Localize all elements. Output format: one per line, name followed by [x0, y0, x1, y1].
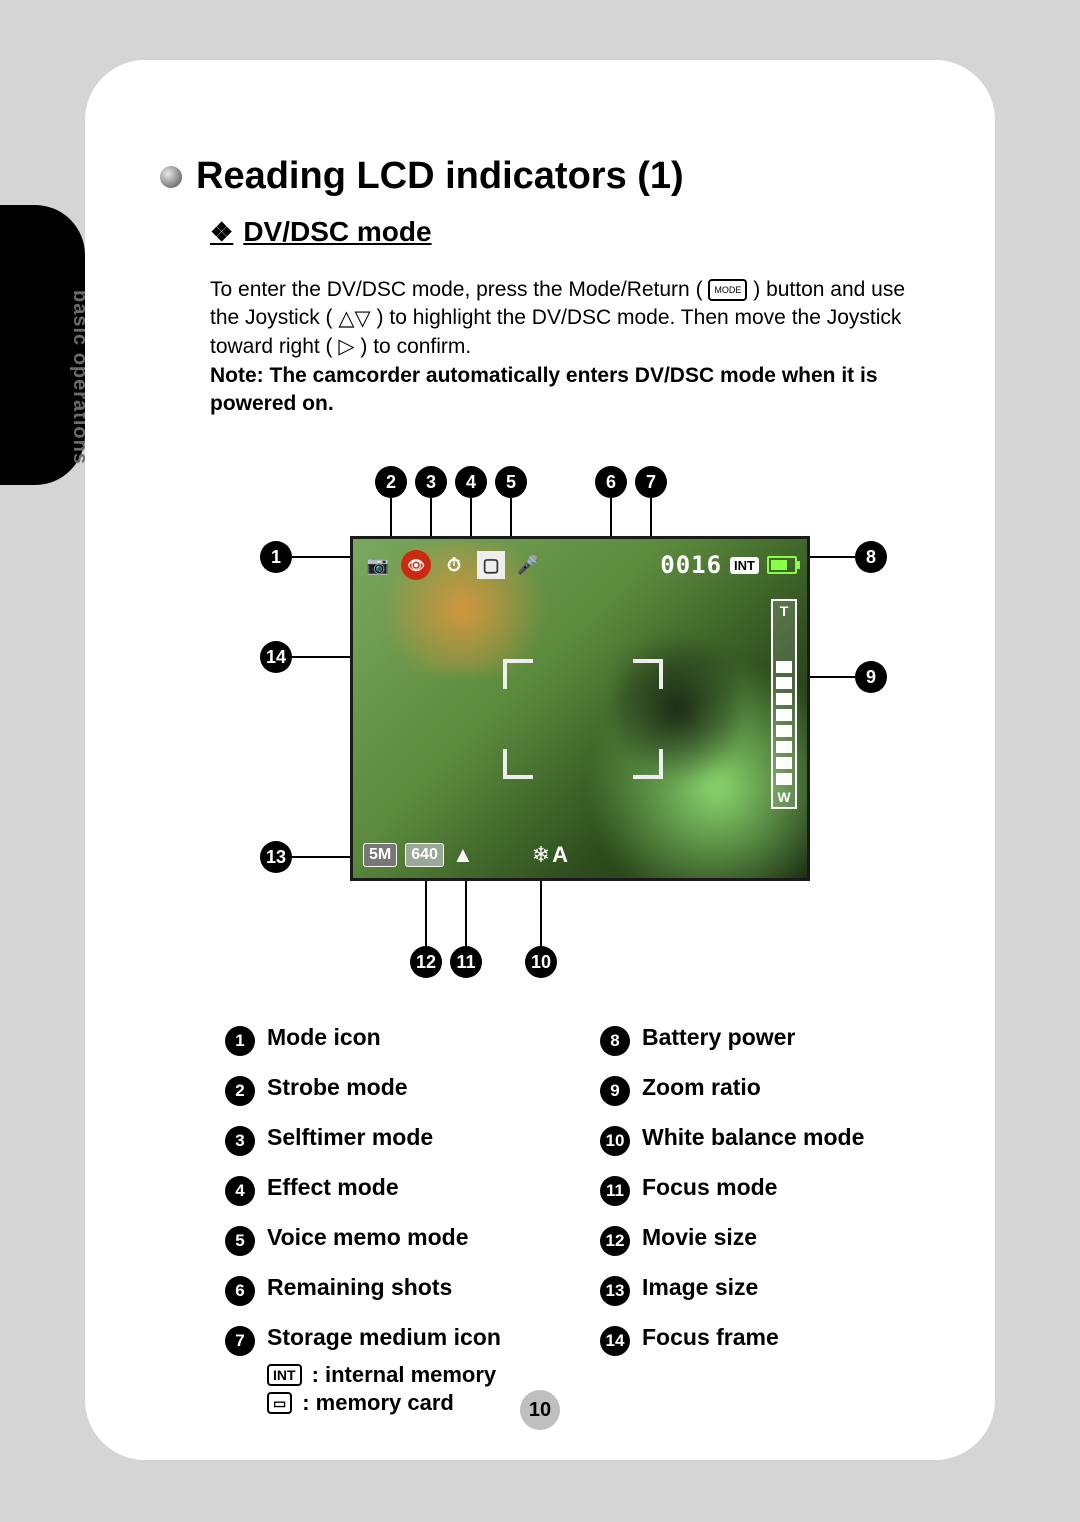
- legend-item: 7Storage medium icon: [225, 1324, 560, 1356]
- remaining-shots-counter: 0016: [660, 551, 722, 579]
- strobe-icon: 👁: [401, 550, 431, 580]
- legend-sub-label: : memory card: [302, 1390, 454, 1416]
- lead-10: [540, 871, 542, 946]
- legend-label: Image size: [642, 1274, 758, 1301]
- section-subtitle-text: DV/DSC mode: [243, 216, 431, 248]
- callout-13: 13: [260, 841, 292, 873]
- legend-label: Movie size: [642, 1224, 757, 1251]
- legend-item: 2Strobe mode: [225, 1074, 560, 1106]
- legend-label: Zoom ratio: [642, 1074, 761, 1101]
- page-title: Reading LCD indicators (1): [160, 155, 935, 198]
- callout-10: 10: [525, 946, 557, 978]
- title-bullet-icon: [160, 166, 182, 188]
- lead-9: [805, 676, 855, 678]
- focus-mode-icon: ▲: [452, 842, 474, 868]
- legend-item: 8Battery power: [600, 1024, 935, 1056]
- voice-memo-icon: 🎤: [513, 550, 543, 580]
- callout-2: 2: [375, 466, 407, 498]
- legend-item: 1Mode icon: [225, 1024, 560, 1056]
- callout-9: 9: [855, 661, 887, 693]
- legend-label: Battery power: [642, 1024, 795, 1051]
- callout-3: 3: [415, 466, 447, 498]
- lcd-diagram: 2 3 4 5 6 7 1 14 13 8 9 12: [230, 446, 950, 1006]
- legend-item: 6Remaining shots: [225, 1274, 560, 1306]
- mode-return-icon: MODE: [708, 279, 747, 301]
- legend-label: Focus frame: [642, 1324, 779, 1351]
- legend-sub-card: ▭ : memory card: [267, 1390, 560, 1416]
- intro-note: Note: The camcorder automatically enters…: [210, 364, 878, 415]
- legend-item: 14Focus frame: [600, 1324, 935, 1356]
- legend-label: Focus mode: [642, 1174, 777, 1201]
- legend: 1Mode icon 2Strobe mode 3Selftimer mode …: [225, 1024, 935, 1430]
- legend-item: 10White balance mode: [600, 1124, 935, 1156]
- legend-label: Storage medium icon: [267, 1324, 501, 1351]
- legend-label: Selftimer mode: [267, 1124, 433, 1151]
- lead-11: [465, 871, 467, 946]
- effect-icon: ▢: [477, 551, 505, 579]
- diamond-icon: ❖: [210, 217, 233, 248]
- legend-item: 3Selftimer mode: [225, 1124, 560, 1156]
- legend-label: Mode icon: [267, 1024, 381, 1051]
- callout-7: 7: [635, 466, 667, 498]
- legend-item: 13Image size: [600, 1274, 935, 1306]
- callout-11: 11: [450, 946, 482, 978]
- image-size-badge: 5M: [363, 843, 397, 867]
- intro-text-1: To enter the DV/DSC mode, press the Mode…: [210, 278, 703, 301]
- legend-label: Voice memo mode: [267, 1224, 469, 1251]
- legend-item: 9Zoom ratio: [600, 1074, 935, 1106]
- mode-icon: 📷: [363, 550, 393, 580]
- memory-card-icon: ▭: [267, 1392, 292, 1414]
- storage-medium-icon: INT: [730, 557, 759, 574]
- page-number: 10: [520, 1390, 560, 1430]
- intro-text-4: ) to confirm.: [360, 335, 471, 358]
- legend-sub-label: : internal memory: [312, 1362, 497, 1388]
- callout-6: 6: [595, 466, 627, 498]
- legend-label: Effect mode: [267, 1174, 399, 1201]
- legend-sub-internal: INT : internal memory: [267, 1362, 560, 1388]
- section-subtitle: ❖ DV/DSC mode: [210, 216, 935, 248]
- legend-label: White balance mode: [642, 1124, 864, 1151]
- callout-1: 1: [260, 541, 292, 573]
- callout-8: 8: [855, 541, 887, 573]
- legend-label: Remaining shots: [267, 1274, 452, 1301]
- callout-12: 12: [410, 946, 442, 978]
- legend-item: 4Effect mode: [225, 1174, 560, 1206]
- zoom-ratio-bar: T W: [771, 599, 797, 809]
- legend-col-right: 8Battery power 9Zoom ratio 10White balan…: [600, 1024, 935, 1430]
- lead-12: [425, 871, 427, 946]
- intro-paragraph: To enter the DV/DSC mode, press the Mode…: [210, 276, 930, 418]
- white-balance-icon: ❄A: [532, 842, 568, 868]
- legend-label: Strobe mode: [267, 1074, 408, 1101]
- callout-4: 4: [455, 466, 487, 498]
- zoom-bottom-label: W: [773, 789, 795, 805]
- legend-item: 12Movie size: [600, 1224, 935, 1256]
- legend-item: 5Voice memo mode: [225, 1224, 560, 1256]
- zoom-top-label: T: [773, 603, 795, 619]
- selftimer-icon: ⏱: [439, 550, 469, 580]
- legend-item: 11Focus mode: [600, 1174, 935, 1206]
- joystick-right-icon: ▷: [338, 333, 354, 361]
- legend-col-left: 1Mode icon 2Strobe mode 3Selftimer mode …: [225, 1024, 560, 1430]
- lcd-bottom-row: 5M 640 ▲ ❄A: [363, 842, 568, 868]
- lcd-top-row: 📷 👁 ⏱ ▢ 🎤 0016 INT: [363, 547, 797, 583]
- page-title-text: Reading LCD indicators (1): [196, 155, 684, 198]
- lcd-screen: 📷 👁 ⏱ ▢ 🎤 0016 INT T W: [350, 536, 810, 881]
- page-card: Reading LCD indicators (1) ❖ DV/DSC mode…: [85, 60, 995, 1460]
- movie-size-badge: 640: [405, 843, 444, 867]
- callout-5: 5: [495, 466, 527, 498]
- battery-icon: [767, 556, 797, 574]
- focus-frame: [503, 659, 663, 779]
- internal-memory-icon: INT: [267, 1364, 302, 1386]
- callout-14: 14: [260, 641, 292, 673]
- joystick-updown-icon: △▽: [338, 305, 370, 333]
